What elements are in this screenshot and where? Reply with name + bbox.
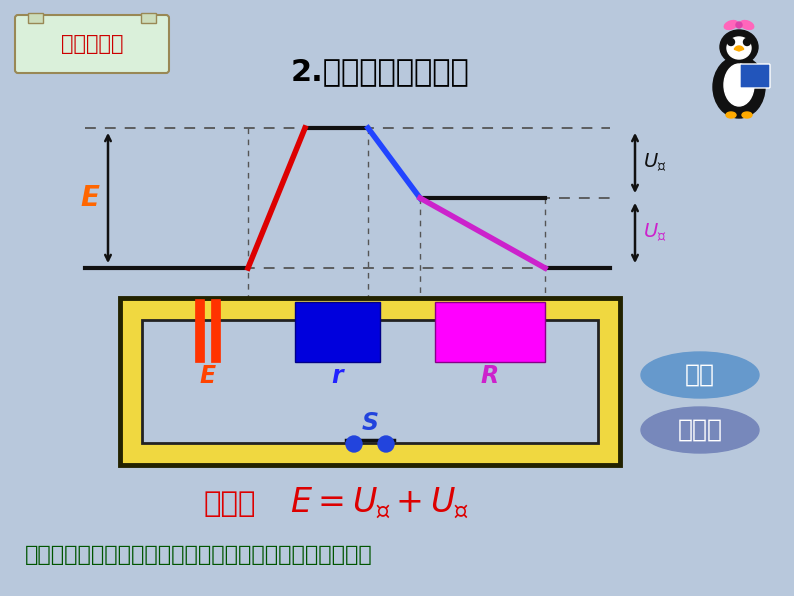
Ellipse shape (724, 20, 738, 29)
Text: E: E (200, 364, 216, 388)
Text: 2.电路中电压落关系: 2.电路中电压落关系 (291, 57, 469, 86)
Text: 电流: 电流 (685, 363, 715, 387)
Ellipse shape (724, 64, 754, 106)
Ellipse shape (743, 39, 750, 45)
Wedge shape (734, 46, 744, 51)
Ellipse shape (641, 407, 759, 453)
Text: R: R (481, 364, 499, 388)
Ellipse shape (713, 56, 765, 118)
Bar (435, 302, 545, 362)
Bar (295, 302, 380, 362)
Bar (141, 13, 156, 23)
Text: S: S (361, 411, 379, 435)
Text: 问题探究一: 问题探究一 (61, 34, 123, 54)
Text: E: E (80, 184, 99, 212)
Circle shape (378, 436, 394, 452)
Ellipse shape (740, 20, 754, 29)
Bar (120, 298, 620, 465)
FancyBboxPatch shape (740, 64, 770, 88)
Ellipse shape (742, 112, 752, 118)
Text: r: r (332, 364, 343, 388)
Circle shape (346, 436, 362, 452)
Ellipse shape (727, 37, 751, 59)
Text: $U_{内}$: $U_{内}$ (643, 152, 666, 174)
Text: $E = U_{外} + U_{内}$: $E = U_{外} + U_{内}$ (290, 486, 468, 523)
Ellipse shape (720, 30, 758, 64)
Ellipse shape (726, 112, 736, 118)
Bar (28, 13, 43, 23)
Ellipse shape (727, 39, 734, 45)
Bar (142, 320, 598, 443)
Text: 思考：电动势是如何产生的？电源内部电势是如何升高的？: 思考：电动势是如何产生的？电源内部电势是如何升高的？ (25, 545, 372, 565)
Text: 结论：: 结论： (204, 490, 256, 518)
Text: $U_{外}$: $U_{外}$ (643, 222, 666, 244)
Text: 电动势: 电动势 (677, 418, 723, 442)
Ellipse shape (641, 352, 759, 398)
Ellipse shape (736, 22, 742, 28)
FancyBboxPatch shape (15, 15, 169, 73)
